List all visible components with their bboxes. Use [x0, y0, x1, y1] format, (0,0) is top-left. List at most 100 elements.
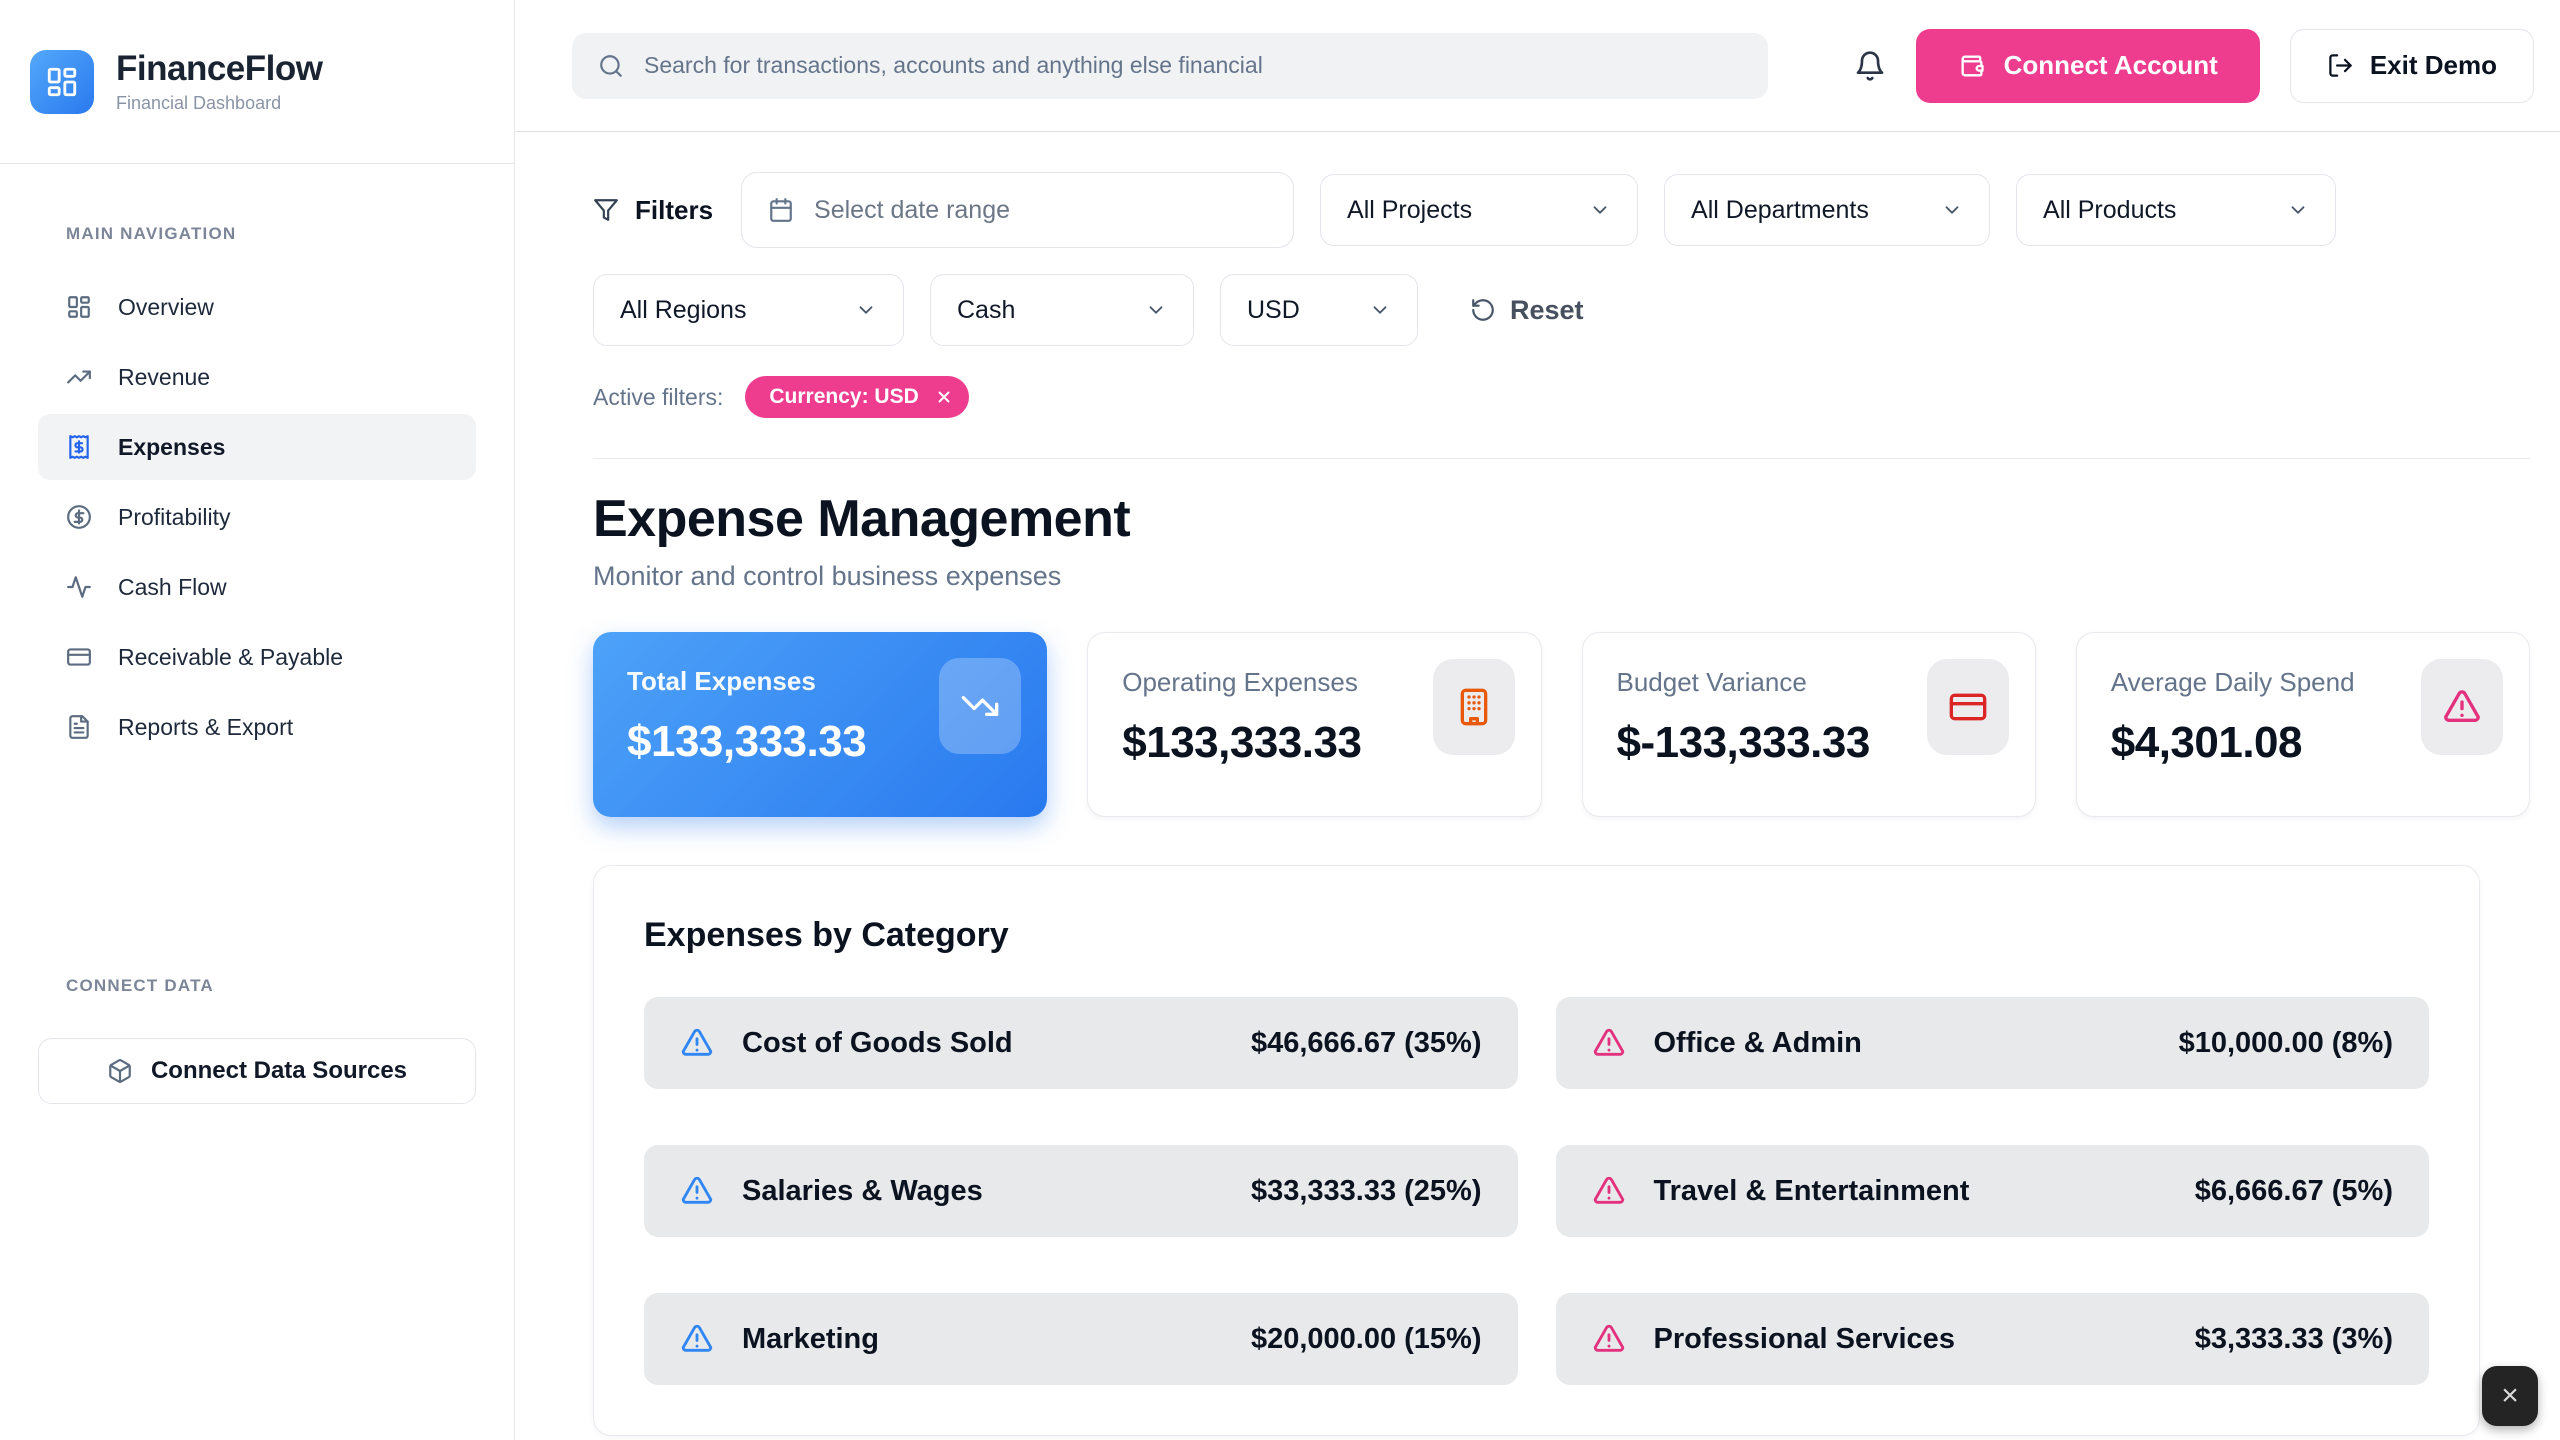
filters-row-2: All Regions Cash USD Reset — [593, 274, 2530, 346]
currency-dropdown[interactable]: USD — [1220, 274, 1418, 346]
alert-triangle-icon — [1593, 1028, 1624, 1056]
date-range-field[interactable] — [741, 172, 1295, 248]
sidebar-item-revenue[interactable]: Revenue — [38, 344, 476, 410]
sidebar-item-receivable-payable[interactable]: Receivable & Payable — [38, 624, 476, 690]
stat-card-operating-expenses[interactable]: Operating Expenses $133,333.33 — [1087, 632, 1542, 817]
app-logo-icon — [30, 49, 94, 114]
stat-label: Operating Expenses — [1122, 667, 1358, 697]
category-name: Salaries & Wages — [742, 1174, 983, 1207]
projects-dropdown[interactable]: All Projects — [1320, 174, 1639, 246]
sidebar-item-cash-flow[interactable]: Cash Flow — [38, 554, 476, 620]
sidebar-item-label: Expenses — [118, 433, 226, 460]
main-navigation: MAIN NAVIGATION Overview Revenue Expense… — [0, 164, 514, 764]
stat-icon-box — [1926, 659, 2009, 755]
sidebar-item-profitability[interactable]: Profitability — [38, 484, 476, 550]
sidebar-item-label: Profitability — [118, 503, 231, 530]
stat-value: $-133,333.33 — [1616, 718, 1871, 767]
category-row-marketing[interactable]: Marketing $20,000.00 (15%) — [644, 1293, 1518, 1385]
category-name: Marketing — [742, 1322, 879, 1355]
connect-account-button[interactable]: Connect Account — [1915, 28, 2260, 103]
category-row-travel-entertainment[interactable]: Travel & Entertainment $6,666.67 (5%) — [1555, 1145, 2429, 1237]
bell-icon — [1856, 50, 1883, 81]
close-icon — [938, 391, 950, 403]
connect-data-header: CONNECT DATA — [66, 976, 214, 995]
page-subtitle: Monitor and control business expenses — [593, 561, 1062, 591]
currency-dropdown-value: USD — [1247, 295, 1300, 324]
payment-method-dropdown[interactable]: Cash — [930, 274, 1194, 346]
chevron-down-icon — [859, 306, 873, 314]
app-title: FinanceFlow — [116, 49, 323, 88]
stat-card-total-expenses[interactable]: Total Expenses $133,333.33 — [593, 632, 1048, 817]
remove-currency-filter-button[interactable] — [935, 388, 953, 406]
regions-dropdown-value: All Regions — [620, 295, 747, 324]
notifications-button[interactable] — [1854, 50, 1886, 82]
filter-funnel-icon — [594, 199, 618, 221]
stat-icon-box — [2421, 659, 2503, 755]
active-filters-label: Active filters: — [593, 383, 724, 410]
page-content: Filters All Projects All Departments All… — [515, 132, 2560, 1440]
stat-card-average-daily-spend[interactable]: Average Daily Spend $4,301.08 — [2075, 632, 2530, 817]
close-overlay-button[interactable]: × — [2482, 1366, 2538, 1426]
filters-label: Filters — [635, 194, 714, 225]
category-row-professional-services[interactable]: Professional Services $3,333.33 (3%) — [1555, 1293, 2429, 1385]
currency-filter-chip[interactable]: Currency: USD — [745, 376, 969, 418]
sidebar-item-reports-export[interactable]: Reports & Export — [38, 694, 476, 760]
chevron-down-icon — [2291, 206, 2305, 214]
category-value: $20,000.00 (15%) — [1250, 1322, 1482, 1355]
stat-label: Budget Variance — [1616, 667, 1807, 697]
sidebar: FinanceFlow Financial Dashboard MAIN NAV… — [0, 0, 515, 1440]
category-name: Office & Admin — [1653, 1026, 1862, 1059]
products-dropdown[interactable]: All Products — [2016, 174, 2337, 246]
alert-triangle-icon — [2444, 690, 2480, 722]
category-row-salaries-wages[interactable]: Salaries & Wages $33,333.33 (25%) — [644, 1145, 1518, 1237]
stat-value: $133,333.33 — [1122, 718, 1362, 767]
filters-row-1: Filters All Projects All Departments All… — [593, 172, 2530, 248]
sidebar-item-label: Revenue — [118, 363, 211, 390]
currency-chip-label: Currency: USD — [769, 385, 919, 408]
connect-data-sources-button[interactable]: Connect Data Sources — [38, 1038, 476, 1104]
category-row-office-admin[interactable]: Office & Admin $10,000.00 (8%) — [1555, 997, 2429, 1089]
exit-demo-label: Exit Demo — [2369, 50, 2497, 80]
search-input[interactable] — [644, 52, 1742, 79]
category-name: Cost of Goods Sold — [742, 1026, 1013, 1059]
expenses-by-category-title: Expenses by Category — [644, 916, 1009, 954]
category-value: $46,666.67 (35%) — [1250, 1026, 1482, 1059]
departments-dropdown-value: All Departments — [1691, 195, 1869, 224]
stat-icon-box — [1432, 659, 1515, 755]
search-icon — [600, 54, 622, 77]
connect-data-sources-label: Connect Data Sources — [150, 1057, 408, 1084]
stat-label: Average Daily Spend — [2110, 667, 2355, 697]
dashboard-grid-icon — [68, 296, 90, 318]
wallet-icon — [1961, 55, 1984, 77]
trending-up-icon — [67, 370, 91, 384]
alert-triangle-icon — [681, 1028, 713, 1056]
departments-dropdown[interactable]: All Departments — [1664, 174, 1991, 246]
section-divider — [593, 458, 2530, 459]
chevron-down-icon — [1149, 306, 1163, 314]
category-grid: Cost of Goods Sold $46,666.67 (35%) Offi… — [644, 997, 2429, 1385]
category-value: $33,333.33 (25%) — [1250, 1174, 1482, 1207]
category-value: $10,000.00 (8%) — [2178, 1026, 2393, 1059]
projects-dropdown-value: All Projects — [1347, 195, 1473, 224]
alert-triangle-icon — [681, 1324, 713, 1352]
reset-label: Reset — [1510, 294, 1584, 325]
activity-icon — [67, 576, 91, 598]
chevron-down-icon — [1373, 306, 1387, 314]
stat-card-budget-variance[interactable]: Budget Variance $-133,333.33 — [1581, 632, 2036, 817]
category-row-cost-of-goods-sold[interactable]: Cost of Goods Sold $46,666.67 (35%) — [644, 997, 1518, 1089]
date-range-input[interactable] — [814, 195, 1268, 225]
stat-value: $133,333.33 — [627, 717, 867, 766]
brand: FinanceFlow Financial Dashboard — [0, 0, 514, 164]
products-dropdown-value: All Products — [2043, 195, 2177, 224]
package-icon — [109, 1059, 131, 1083]
reset-filters-button[interactable]: Reset — [1470, 295, 1584, 326]
exit-demo-button[interactable]: Exit Demo — [2289, 28, 2534, 103]
category-value: $3,333.33 (3%) — [2194, 1322, 2393, 1355]
regions-dropdown[interactable]: All Regions — [593, 274, 904, 346]
sidebar-item-overview[interactable]: Overview — [38, 274, 476, 340]
connect-data-section: CONNECT DATA Connect Data Sources — [0, 976, 514, 1104]
payment-method-dropdown-value: Cash — [957, 295, 1016, 324]
credit-card-icon — [1949, 693, 1987, 721]
global-search[interactable] — [572, 32, 1768, 99]
sidebar-item-expenses[interactable]: Expenses — [38, 414, 476, 480]
